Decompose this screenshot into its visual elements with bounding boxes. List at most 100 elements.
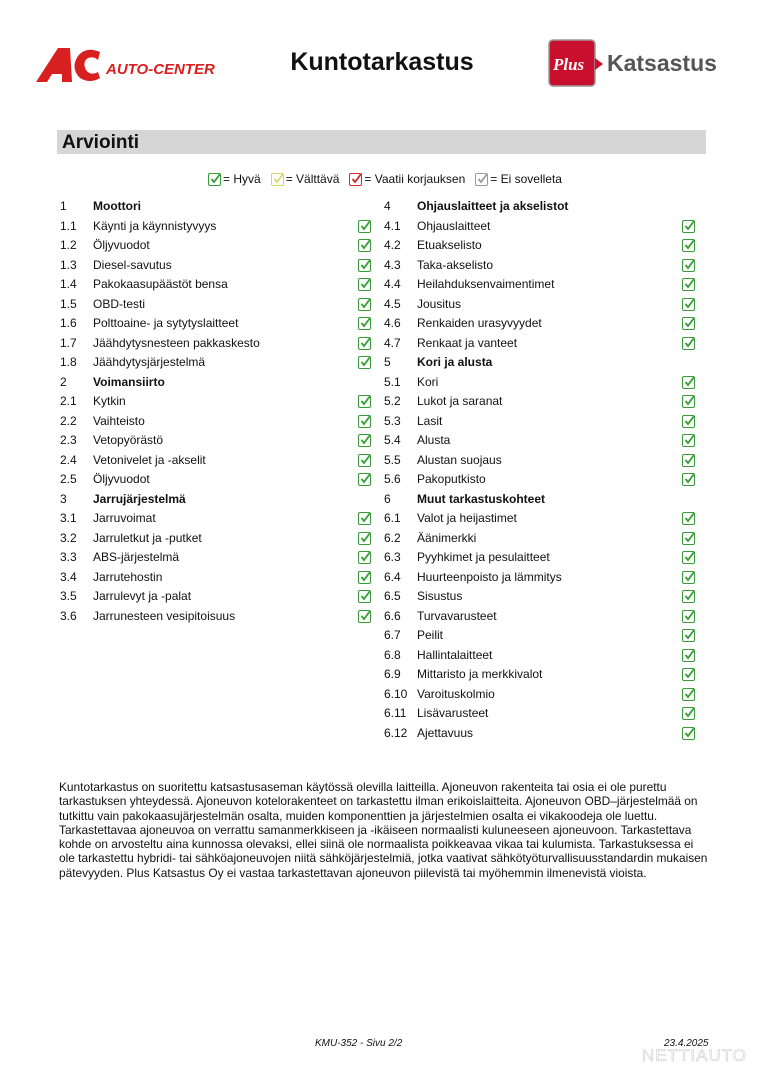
item-number: 5.5	[384, 452, 401, 467]
checklist-item: 4.2 Etuakselisto	[384, 236, 704, 256]
checklist-item: 1.4 Pakokaasupäästöt bensa	[60, 275, 380, 295]
checklist-item: 2.5 Öljyvuodot	[60, 470, 380, 490]
checkbox-icon	[682, 297, 695, 311]
checklist-item: 3.5 Jarrulevyt ja -palat	[60, 587, 380, 607]
page-title: Kuntotarkastus	[290, 48, 474, 76]
item-label: Jarrutehostin	[93, 569, 163, 584]
item-number: 6.7	[384, 628, 401, 642]
item-number: 3.4	[60, 569, 77, 584]
item-label: Alusta	[417, 433, 451, 447]
checklist-item: 6.5 Sisustus	[384, 587, 704, 607]
item-label: Huurteenpoisto ja lämmitys	[417, 569, 562, 584]
item-number: 6.12	[384, 725, 408, 740]
checkbox-icon	[358, 219, 371, 233]
item-number: 6.8	[384, 647, 401, 662]
item-label: Lukot ja saranat	[417, 394, 503, 408]
checklist-item: 1.8 Jäähdytysjärjestelmä	[60, 353, 380, 373]
checkbox-icon	[358, 551, 371, 564]
item-number: 1.2	[60, 238, 77, 252]
item-label: Vetopyörästö	[93, 433, 164, 447]
item-label: Etuakselisto	[417, 238, 482, 252]
item-label: Alustan suojaus	[417, 452, 502, 467]
disclaimer-text: Kuntotarkastus on suoritettu katsastusas…	[59, 780, 708, 880]
checklist-item: 6.6 Turvavarusteet	[384, 607, 704, 627]
legend-label: = Hyvä	[223, 172, 261, 186]
svg-text:Plus: Plus	[552, 55, 585, 74]
item-number: 2.5	[60, 472, 77, 486]
checkbox-icon	[358, 414, 371, 428]
checkbox-icon	[682, 278, 695, 291]
checklist-item: 1.5 OBD-testi	[60, 295, 380, 315]
checklist-item: 2.3 Vetopyörästö	[60, 431, 380, 451]
checklist-item: 5.4 Alusta	[384, 431, 704, 451]
item-label: ABS-järjestelmä	[93, 550, 180, 564]
item-number: 6.11	[384, 706, 407, 720]
item-number: 3.2	[60, 530, 77, 545]
item-number: 5.2	[384, 394, 401, 408]
item-label: Pakoputkisto	[417, 472, 486, 486]
checkbox-icon	[358, 239, 371, 252]
item-number: 4.6	[384, 316, 401, 330]
item-number: 2.1	[60, 394, 77, 408]
checklist-item: 3.1 Jarruvoimat	[60, 509, 380, 529]
category-heading: 5 Kori ja alusta	[384, 353, 704, 373]
category-heading: 2 Voimansiirto	[60, 373, 380, 393]
checklist-item: 2.2 Vaihteisto	[60, 412, 380, 432]
checklist-item: 1.2 Öljyvuodot	[60, 236, 380, 256]
item-label: OBD-testi	[93, 296, 146, 311]
legend-item: = Ei sovelleta	[475, 172, 562, 186]
checkbox-icon	[682, 570, 695, 584]
checklist-item: 5.1 Kori	[384, 373, 704, 393]
item-label: Jarruletkut ja -putket	[93, 530, 202, 545]
checkbox-icon	[682, 258, 695, 272]
svg-text:AUTO-CENTER: AUTO-CENTER	[105, 61, 215, 78]
item-label: Öljyvuodot	[93, 472, 150, 486]
checkbox-icon	[682, 395, 695, 408]
item-label: Kori	[417, 374, 439, 389]
item-number: 1.6	[60, 316, 77, 330]
item-label: Turvavarusteet	[417, 608, 497, 623]
checklist-item: 6.2 Äänimerkki	[384, 529, 704, 549]
checkbox-icon	[358, 395, 371, 408]
item-number: 6.2	[384, 530, 401, 545]
item-number: 2.3	[60, 433, 77, 447]
checklist-item: 5.2 Lukot ja saranat	[384, 392, 704, 412]
checklist-item: 4.6 Renkaiden urasyvyydet	[384, 314, 704, 334]
item-label: Ajettavuus	[417, 725, 474, 740]
footer-page: KMU-352 - Sivu 2/2	[315, 1038, 403, 1049]
item-label: Öljyvuodot	[93, 238, 150, 252]
item-number: 2	[60, 374, 67, 389]
legend: = Hyvä = Välttävä = Vaatii korjauksen = Ei …	[0, 172, 764, 186]
item-number: 1	[60, 199, 67, 213]
checklist-item: 1.7 Jäähdytysnesteen pakkaskesto	[60, 334, 380, 354]
legend-label: = Välttävä	[285, 172, 340, 186]
checkbox-icon	[682, 668, 695, 681]
checkbox-icon	[682, 707, 695, 720]
section-title: Arviointi	[57, 130, 706, 154]
checkbox-icon	[358, 473, 371, 486]
checkbox-icon	[682, 317, 695, 330]
checkbox-icon	[682, 434, 695, 447]
item-label: Voimansiirto	[93, 374, 165, 389]
item-label: Jarrulevyt ja -palat	[93, 589, 192, 603]
checkbox-icon	[349, 172, 363, 186]
checklist-item: 6.3 Pyyhkimet ja pesulaitteet	[384, 548, 704, 568]
item-number: 5.4	[384, 433, 401, 447]
item-label: Vetonivelet ja -akselit	[93, 452, 206, 467]
checkbox-icon	[208, 172, 222, 186]
plus-katsastus-logo: Plus Katsastus	[547, 38, 727, 88]
checkbox-icon	[682, 648, 695, 662]
checklist-item: 4.1 Ohjauslaitteet	[384, 217, 704, 237]
checklist-item: 6.1 Valot ja heijastimet	[384, 509, 704, 529]
item-label: Diesel-savutus	[93, 257, 172, 272]
checklist-item: 4.5 Jousitus	[384, 295, 704, 315]
item-label: Peilit	[417, 628, 444, 642]
footer-date: 23.4.2025	[664, 1038, 709, 1049]
legend-item: = Hyvä	[208, 172, 261, 186]
item-label: Pakokaasupäästöt bensa	[93, 277, 228, 291]
checklist-item: 6.10 Varoituskolmio	[384, 685, 704, 705]
item-label: Jarrunesteen vesipitoisuus	[93, 608, 236, 623]
category-heading: 6 Muut tarkastuskohteet	[384, 490, 704, 510]
item-label: Ohjauslaitteet	[417, 218, 491, 233]
item-label: Renkaiden urasyvyydet	[417, 316, 542, 330]
